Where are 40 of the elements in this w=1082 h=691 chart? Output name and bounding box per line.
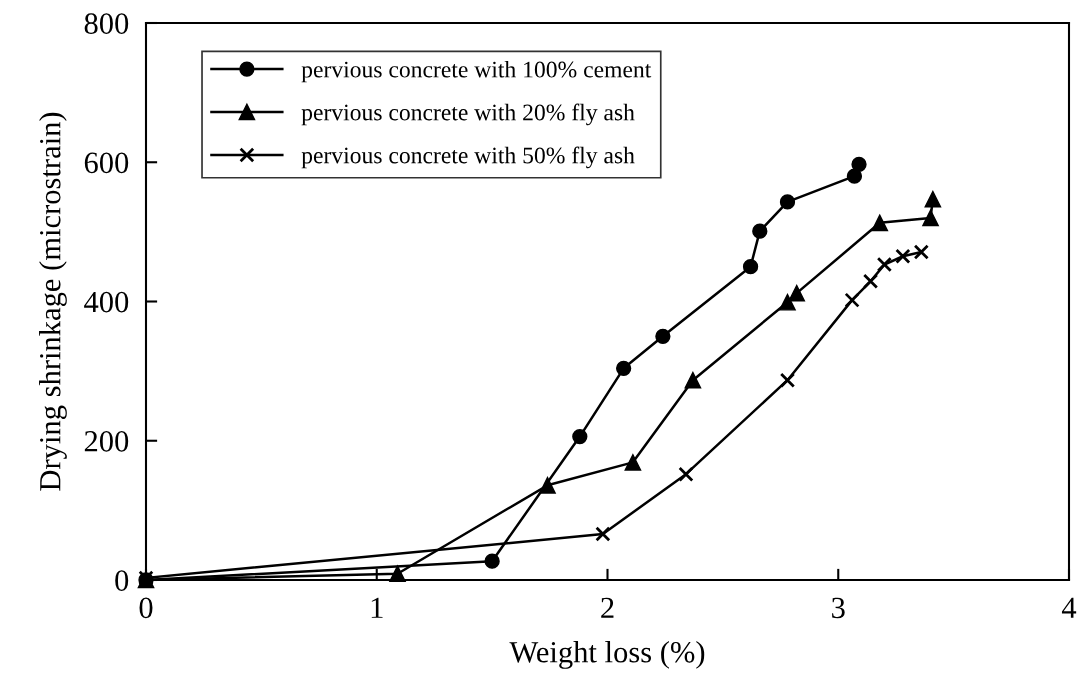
- point: [846, 168, 863, 184]
- y-tick-label: 600: [84, 152, 129, 174]
- point: [862, 273, 879, 289]
- legend-label: pervious concrete with 50% fly ash: [301, 146, 635, 169]
- point: [779, 194, 796, 210]
- point: [539, 476, 556, 494]
- point: [684, 371, 702, 389]
- point: [922, 209, 939, 227]
- point: [788, 284, 806, 302]
- point: [742, 259, 759, 275]
- point: [924, 190, 942, 208]
- point: [779, 372, 796, 388]
- point: [913, 244, 929, 260]
- point: [655, 328, 671, 344]
- point: [624, 453, 642, 471]
- point: [678, 466, 694, 482]
- y-tick-label: 800: [84, 13, 129, 34]
- point: [616, 360, 632, 376]
- point: [752, 223, 768, 239]
- y-tick-label: 200: [84, 431, 129, 452]
- point: [572, 428, 588, 445]
- point: [871, 214, 889, 232]
- point: [851, 156, 867, 172]
- y-axis-title: Drying shrinkage (microstrain): [39, 112, 67, 491]
- x-tick-label: 2: [601, 597, 614, 618]
- x-axis-title: Weight loss (%): [509, 641, 705, 669]
- y-tick-label: 400: [84, 291, 129, 313]
- legend-label: pervious concrete with 20% fly ash: [301, 103, 635, 126]
- point: [779, 293, 796, 311]
- y-tick-label: 0: [115, 570, 129, 591]
- legend-label: pervious concrete with 100% cement: [301, 60, 652, 83]
- x-tick-label: 3: [832, 597, 845, 619]
- point: [844, 292, 860, 308]
- point: [595, 526, 611, 542]
- x-tick-label: 1: [371, 597, 383, 618]
- point: [876, 256, 893, 273]
- x-tick-label: 4: [1061, 597, 1077, 618]
- x-tick-label: 0: [139, 597, 153, 619]
- point: [895, 248, 911, 264]
- point: [484, 553, 500, 569]
